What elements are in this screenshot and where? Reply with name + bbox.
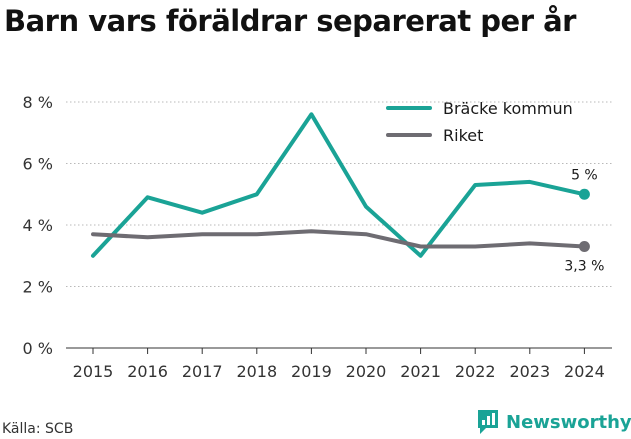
legend-label: Bräcke kommun [443,99,573,118]
x-tick-label: 2022 [455,362,496,381]
brand-logo: Newsworthy [476,408,631,436]
x-axis-ticks: 2015 2016 2017 2018 2019 2020 2021 2022 2023 2024 [73,348,605,381]
x-tick-label: 2021 [400,362,441,381]
chart-title: Barn vars föräldrar separerat per år [4,4,576,38]
source-note: Källa: SCB [2,421,74,437]
y-tick-label: 6 % [23,155,53,174]
x-tick-label: 2023 [509,362,550,381]
x-tick-label: 2017 [182,362,223,381]
x-tick-label: 2020 [346,362,387,381]
y-tick-label: 4 % [23,216,53,235]
y-tick-label: 2 % [23,278,53,297]
series-line-1 [91,112,587,258]
x-tick-label: 2024 [564,362,605,381]
x-tick-label: 2015 [73,362,114,381]
series-end-label-2: 3,3 % [564,259,604,275]
series-end-label-1: 5 % [571,167,598,183]
y-axis-ticks: 0 % 2 % 4 % 6 % 8 % [23,93,53,358]
y-tick-label: 8 % [23,93,53,112]
newsworthy-logo-icon [478,410,498,434]
x-tick-label: 2016 [127,362,168,381]
series-end-point-2 [578,241,590,253]
brand-name: Newsworthy [506,411,631,433]
legend-label: Riket [443,126,483,145]
grid-lines [66,101,612,349]
legend: Bräcke kommun Riket [386,99,573,145]
series-group: 5 % 3,3 % [91,112,604,275]
series-end-point-1 [578,188,590,200]
series-line-2 [91,229,587,249]
x-tick-label: 2018 [236,362,277,381]
x-tick-label: 2019 [291,362,332,381]
y-tick-label: 0 % [23,339,53,358]
